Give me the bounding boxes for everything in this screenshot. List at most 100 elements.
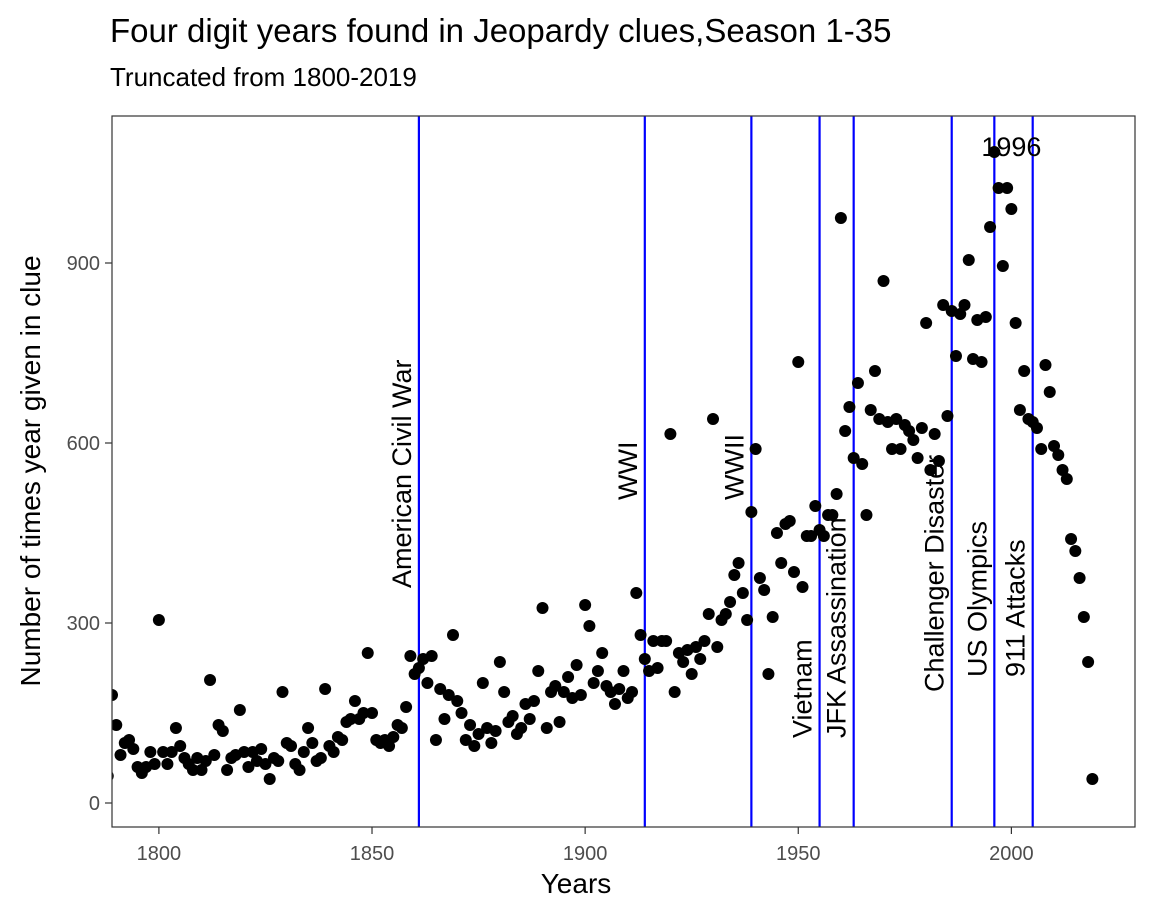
data-point	[988, 146, 1001, 158]
data-point	[314, 752, 327, 764]
data-point	[506, 710, 519, 722]
data-point	[698, 635, 711, 647]
data-point	[911, 452, 924, 464]
data-point	[817, 530, 830, 542]
data-point	[199, 755, 212, 767]
data-point	[949, 350, 962, 362]
data-point	[221, 764, 234, 776]
data-point	[489, 725, 502, 737]
data-point	[984, 221, 997, 233]
data-point	[468, 740, 481, 752]
data-point	[608, 698, 621, 710]
data-point	[702, 608, 715, 620]
data-point	[915, 422, 928, 434]
data-point	[540, 722, 553, 734]
y-tick-label: 300	[67, 613, 100, 635]
data-point	[992, 182, 1005, 194]
data-point	[412, 662, 425, 674]
data-point	[775, 557, 788, 569]
data-point	[719, 608, 732, 620]
data-point	[451, 695, 464, 707]
data-point	[1030, 422, 1043, 434]
data-point	[587, 677, 600, 689]
data-point	[941, 410, 954, 422]
data-point	[638, 653, 651, 665]
data-point	[907, 434, 920, 446]
data-point	[434, 683, 447, 695]
data-point	[157, 746, 170, 758]
data-point	[890, 413, 903, 425]
data-point	[596, 647, 609, 659]
data-point	[634, 629, 647, 641]
data-point	[1001, 182, 1014, 194]
data-point	[165, 746, 178, 758]
data-point	[344, 713, 357, 725]
data-point	[579, 599, 592, 611]
data-point	[1056, 464, 1069, 476]
data-point	[630, 587, 643, 599]
event-label: Vietnam	[788, 639, 818, 738]
data-point	[868, 365, 881, 377]
data-point	[255, 743, 268, 755]
data-point	[208, 749, 221, 761]
event-label: JFK Assassination	[822, 517, 852, 738]
data-point	[732, 557, 745, 569]
x-tick-label: 1950	[776, 843, 821, 865]
data-point	[195, 764, 208, 776]
data-point	[651, 662, 664, 674]
data-point	[1018, 365, 1031, 377]
data-point	[574, 689, 587, 701]
data-point	[562, 671, 575, 683]
data-point	[664, 428, 677, 440]
data-point	[395, 722, 408, 734]
data-point	[685, 668, 698, 680]
data-point	[1013, 404, 1026, 416]
data-point	[1039, 359, 1052, 371]
data-point	[783, 515, 796, 527]
data-point	[476, 677, 489, 689]
event-label: American Civil War	[387, 359, 417, 588]
event-lines-layer	[417, 116, 1034, 827]
data-point	[438, 713, 451, 725]
data-point	[689, 641, 702, 653]
data-point	[319, 683, 332, 695]
data-point	[174, 740, 187, 752]
data-point	[792, 356, 805, 368]
data-point	[553, 716, 566, 728]
data-point	[1082, 656, 1095, 668]
data-point	[421, 677, 434, 689]
data-point	[1086, 773, 1099, 785]
y-axis-label: Number of times year given in clue	[15, 255, 46, 686]
data-point	[242, 761, 255, 773]
data-point	[276, 686, 289, 698]
data-point	[788, 566, 800, 578]
data-point	[668, 686, 681, 698]
data-point	[826, 509, 839, 521]
data-point	[293, 764, 306, 776]
data-point	[447, 629, 459, 641]
data-point	[383, 740, 396, 752]
data-point	[148, 758, 161, 770]
event-label: WWII	[719, 434, 749, 500]
data-point	[928, 428, 941, 440]
data-point	[809, 500, 822, 512]
data-point	[741, 614, 754, 626]
data-point	[758, 584, 771, 596]
data-point	[745, 506, 758, 518]
data-point	[736, 587, 749, 599]
x-tick-label: 1800	[137, 843, 182, 865]
data-point	[749, 443, 762, 455]
data-point	[958, 299, 971, 311]
data-point	[753, 572, 766, 584]
peak-annotation: 1996	[981, 132, 1041, 162]
data-point	[1035, 443, 1048, 455]
data-point	[204, 674, 217, 686]
data-point	[161, 758, 174, 770]
data-point	[770, 527, 783, 539]
data-point	[464, 719, 477, 731]
data-point	[429, 734, 442, 746]
data-point	[1048, 440, 1061, 452]
data-point	[1060, 473, 1073, 485]
data-point	[796, 581, 809, 593]
data-point	[583, 620, 596, 632]
